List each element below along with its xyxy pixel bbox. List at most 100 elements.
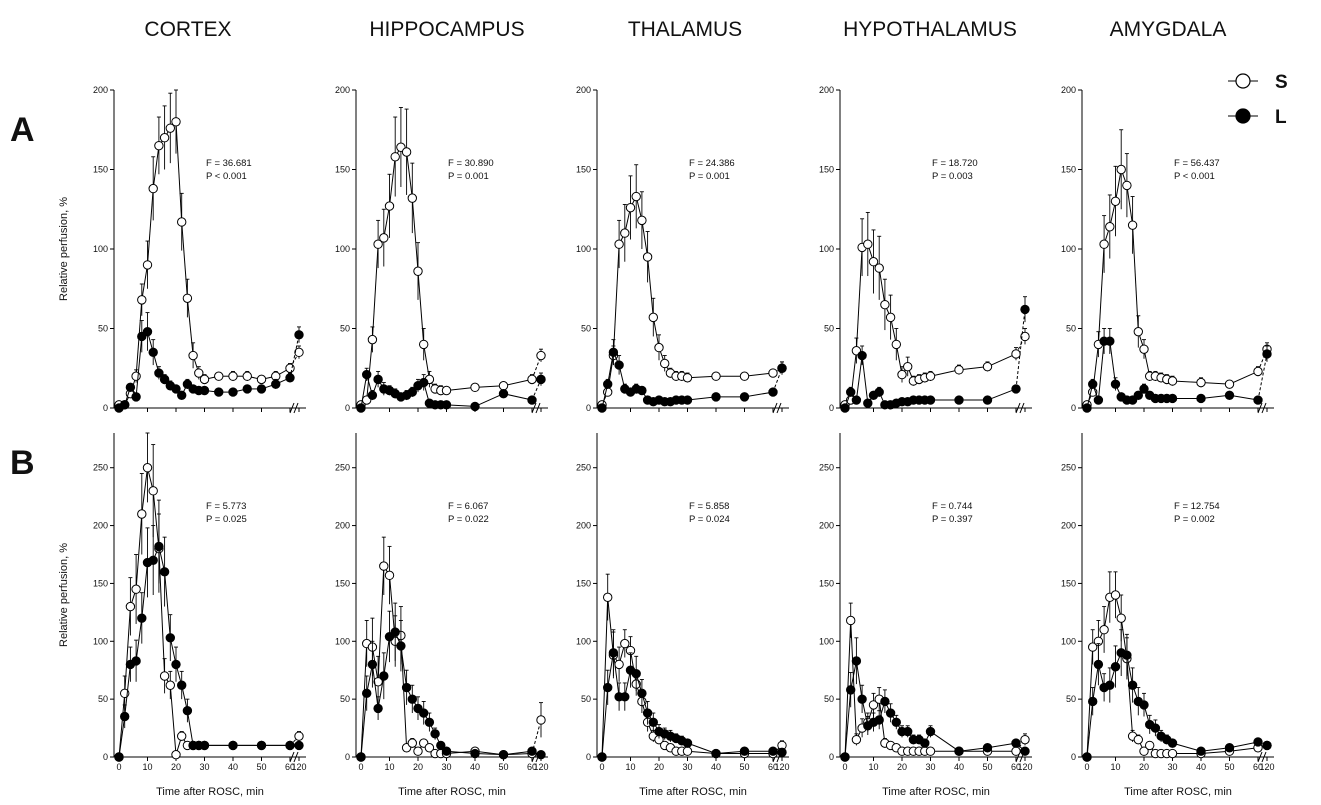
data-point: [925, 395, 936, 405]
x-tick-label: 10: [384, 762, 394, 772]
data-point: [1196, 746, 1206, 756]
series-s: [114, 89, 304, 410]
y-tick-label: 150: [335, 578, 350, 588]
y-tick-label: 150: [576, 165, 591, 175]
data-point: [527, 395, 537, 405]
data-point: [214, 387, 224, 397]
data-point: [182, 706, 193, 716]
series-line-segment: [1200, 382, 1230, 385]
series-line-segment: [186, 710, 194, 746]
data-point: [1110, 662, 1121, 672]
y-axis-title: Relative perfusion, %: [58, 543, 70, 647]
series-l: [1082, 328, 1272, 413]
series-line-segment: [474, 385, 504, 388]
series-line-segment: [844, 689, 852, 758]
series-line-segment: [371, 664, 379, 709]
x-tick-label: 30: [199, 762, 209, 772]
y-tick-label: 50: [1066, 694, 1076, 704]
series-line-segment: [175, 121, 183, 222]
series-line-segment: [1172, 380, 1202, 384]
data-point: [846, 685, 856, 695]
data-point: [1167, 738, 1178, 748]
series-line-segment: [687, 742, 717, 754]
series-l: [840, 296, 1030, 413]
row-label-b: B: [10, 444, 35, 482]
data-point: [498, 381, 509, 391]
x-axis-break: [531, 402, 537, 414]
y-tick-label: 0: [1071, 403, 1076, 413]
y-tick-label: 50: [824, 694, 834, 704]
series-line-segment: [1200, 747, 1230, 752]
data-point: [846, 387, 856, 397]
y-tick-label: 100: [335, 244, 350, 254]
x-tick-label: 60: [527, 762, 537, 772]
series-line-segment: [1200, 750, 1230, 755]
data-point: [165, 680, 176, 690]
x-tick-label: 0: [358, 762, 363, 772]
data-point: [424, 717, 435, 727]
data-point: [857, 694, 867, 704]
y-tick-label: 200: [819, 521, 834, 531]
data-point: [925, 746, 936, 756]
series-line-segment: [1132, 225, 1139, 332]
data-point: [114, 752, 124, 762]
region-title-cortex: CORTEX: [144, 18, 231, 41]
x-tick-label: 20: [413, 762, 423, 772]
data-point: [620, 638, 630, 649]
x-tick-label: 40: [228, 762, 238, 772]
data-point: [711, 371, 721, 381]
series-line-segment: [141, 264, 148, 300]
region-title-amygdala: AMYGDALA: [1110, 18, 1227, 41]
x-tick-label: 40: [711, 762, 721, 772]
x-tick-label: 30: [925, 762, 935, 772]
data-point: [642, 252, 653, 262]
data-point: [214, 371, 224, 381]
data-point: [228, 387, 238, 397]
data-point: [603, 682, 613, 693]
series-l: [356, 367, 546, 413]
data-point: [419, 708, 429, 718]
data-point: [1133, 326, 1144, 337]
series-line-segment: [850, 660, 857, 690]
stat-annotation: P = 0.397: [932, 514, 973, 525]
data-point: [242, 384, 252, 394]
y-tick-label: 50: [581, 324, 591, 334]
data-point: [120, 711, 130, 722]
data-point: [294, 731, 304, 741]
y-tick-label: 50: [581, 694, 591, 704]
y-tick-label: 100: [576, 244, 591, 254]
data-point: [137, 509, 147, 519]
data-point: [1145, 740, 1155, 751]
data-point: [1133, 734, 1144, 745]
data-point: [373, 703, 383, 714]
series-line-segment: [417, 271, 425, 345]
stat-annotation: F = 18.720: [932, 158, 978, 169]
data-point: [373, 239, 383, 249]
data-point: [1011, 746, 1021, 756]
y-tick-label: 200: [1061, 85, 1076, 95]
data-point: [1093, 395, 1104, 405]
series-line-segment: [141, 562, 148, 619]
data-point: [154, 368, 164, 378]
data-point: [903, 726, 913, 737]
x-axis-break: [293, 402, 299, 414]
series-line-segment: [503, 750, 533, 756]
series-line-segment: [181, 221, 188, 299]
data-point: [527, 374, 537, 385]
data-point: [1262, 349, 1272, 359]
data-point: [608, 347, 619, 358]
series-line-segment: [744, 372, 774, 377]
series-line-segment: [855, 660, 863, 700]
data-point: [1139, 344, 1149, 354]
data-point: [407, 387, 417, 397]
data-point: [1133, 390, 1144, 400]
data-point: [441, 746, 452, 756]
data-point: [682, 738, 693, 748]
series-line-segment: [855, 355, 863, 401]
data-point: [1150, 723, 1161, 733]
data-point: [603, 592, 613, 603]
stat-annotation: F = 36.681: [206, 158, 252, 169]
stat-annotation: F = 24.386: [689, 158, 735, 169]
data-point: [401, 682, 412, 693]
